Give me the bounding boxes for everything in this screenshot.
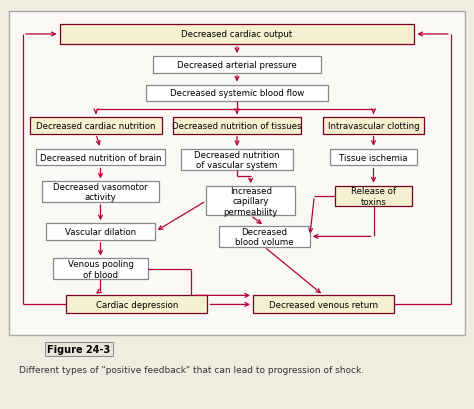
Text: Venous pooling
of blood: Venous pooling of blood [68,259,133,279]
Text: Intravascular clotting: Intravascular clotting [328,121,419,130]
FancyBboxPatch shape [66,296,208,314]
Text: Decreased nutrition of tissues: Decreased nutrition of tissues [172,121,302,130]
Text: Vascular dilation: Vascular dilation [65,227,136,236]
Text: Cardiac depression: Cardiac depression [96,300,178,309]
FancyBboxPatch shape [181,150,293,170]
FancyBboxPatch shape [253,296,394,314]
FancyBboxPatch shape [43,182,158,202]
FancyBboxPatch shape [9,12,465,335]
Text: Decreased nutrition
of vascular system: Decreased nutrition of vascular system [194,150,280,170]
FancyBboxPatch shape [206,187,295,216]
Text: Decreased arterial pressure: Decreased arterial pressure [177,61,297,70]
FancyBboxPatch shape [335,186,412,207]
FancyBboxPatch shape [330,149,417,166]
Text: Decreased cardiac nutrition: Decreased cardiac nutrition [36,121,155,130]
Text: Tissue ischemia: Tissue ischemia [339,153,408,162]
Text: Increased
capillary
permeability: Increased capillary permeability [223,187,278,216]
FancyBboxPatch shape [173,118,301,135]
Text: Decreased
blood volume: Decreased blood volume [235,227,293,247]
FancyBboxPatch shape [153,57,321,74]
FancyBboxPatch shape [146,85,328,102]
Text: Decreased systemic blood flow: Decreased systemic blood flow [170,89,304,98]
FancyBboxPatch shape [46,224,155,240]
FancyBboxPatch shape [323,118,424,135]
Text: Decreased cardiac output: Decreased cardiac output [182,30,292,39]
FancyBboxPatch shape [219,227,310,247]
FancyBboxPatch shape [36,149,165,166]
Text: Different types of "positive feedback" that can lead to progression of shock.: Different types of "positive feedback" t… [19,365,364,374]
Text: Figure 24-3: Figure 24-3 [47,344,110,354]
Text: Decreased vasomotor
activity: Decreased vasomotor activity [53,182,148,202]
FancyBboxPatch shape [53,259,148,279]
Text: Release of
toxins: Release of toxins [351,187,396,206]
FancyBboxPatch shape [60,25,414,45]
FancyBboxPatch shape [30,118,162,135]
Text: Decreased nutrition of brain: Decreased nutrition of brain [40,153,161,162]
Text: Decreased venous return: Decreased venous return [269,300,378,309]
